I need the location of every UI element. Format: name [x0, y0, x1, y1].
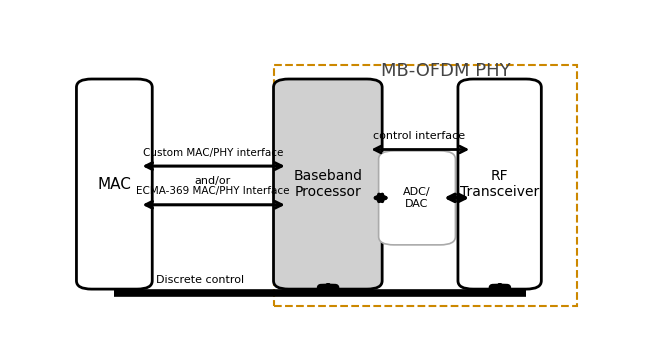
Bar: [274, 65, 576, 306]
Text: RF
Transceiver: RF Transceiver: [460, 169, 539, 199]
Text: MAC: MAC: [97, 177, 131, 192]
FancyBboxPatch shape: [458, 79, 541, 289]
FancyBboxPatch shape: [76, 79, 153, 289]
Text: ECMA-369 MAC/PHY Interface: ECMA-369 MAC/PHY Interface: [136, 186, 289, 196]
FancyBboxPatch shape: [379, 151, 455, 245]
Text: MB-OFDM PHY: MB-OFDM PHY: [381, 62, 510, 80]
Text: control interface: control interface: [373, 131, 465, 141]
Text: Baseband
Processor: Baseband Processor: [293, 169, 363, 199]
Text: Discrete control: Discrete control: [156, 275, 244, 285]
Text: and/or: and/or: [195, 176, 231, 186]
Text: ADC/
DAC: ADC/ DAC: [403, 187, 431, 209]
Text: Custom MAC/PHY interface: Custom MAC/PHY interface: [143, 148, 283, 158]
FancyBboxPatch shape: [274, 79, 382, 289]
